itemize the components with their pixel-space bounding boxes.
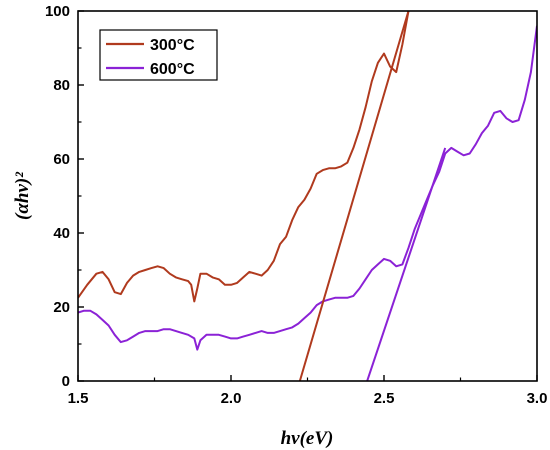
- axis-ticks: 1.5 2.0 2.5 3.0 0 20 40 60 80 100: [45, 3, 547, 407]
- legend: 300°C 600°C: [99, 29, 218, 81]
- x-axis-title: hv(eV): [281, 428, 334, 449]
- x-tick-label-1: 2.0: [221, 390, 242, 407]
- legend-box: [99, 29, 218, 81]
- y-tick-label-2: 40: [53, 225, 70, 242]
- x-tick-label-3: 3.0: [527, 390, 548, 407]
- x-tick-label-2: 2.5: [374, 390, 395, 407]
- tangent-line-0: [298, 11, 410, 381]
- series-line-1: [78, 25, 537, 351]
- y-tick-label-0: 0: [62, 373, 70, 390]
- y-tick-label-4: 80: [53, 77, 70, 94]
- plot-series: [78, 11, 537, 381]
- series-line-0: [78, 11, 410, 303]
- x-tick-label-0: 1.5: [68, 390, 89, 407]
- legend-label-0: 300°C: [150, 37, 195, 54]
- y-tick-label-5: 100: [45, 3, 70, 20]
- plot-frame: [77, 10, 538, 382]
- y-tick-label-1: 20: [53, 299, 70, 316]
- legend-label-1: 600°C: [150, 61, 195, 78]
- tangent-line-1: [366, 147, 447, 381]
- y-tick-label-3: 60: [53, 151, 70, 168]
- y-axis-title: (αhv)²: [12, 171, 33, 220]
